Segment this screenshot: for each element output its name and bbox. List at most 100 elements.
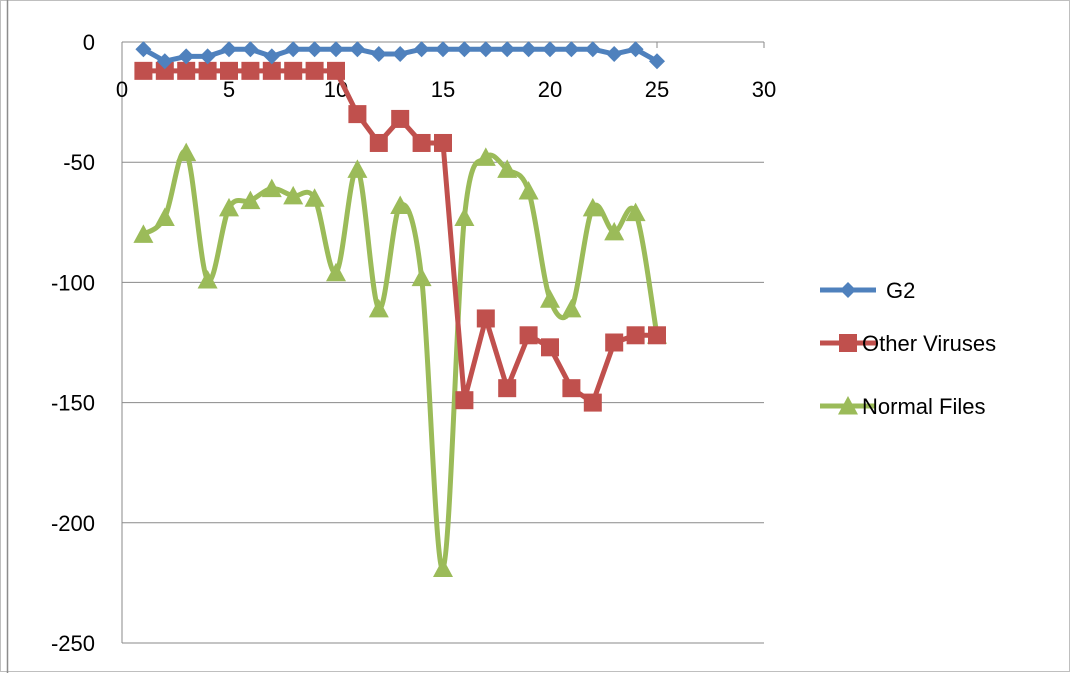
data-point xyxy=(177,61,196,80)
data-point xyxy=(306,41,323,58)
data-point xyxy=(475,147,496,166)
data-point xyxy=(519,326,538,345)
data-point xyxy=(156,53,173,70)
data-point xyxy=(199,48,216,65)
x-tick-label: 25 xyxy=(645,77,669,102)
data-point xyxy=(455,391,474,410)
x-tick-label: 30 xyxy=(752,77,776,102)
data-point xyxy=(348,105,367,124)
y-tick-label: -150 xyxy=(51,391,95,416)
y-tick-label: 0 xyxy=(83,30,95,55)
data-point xyxy=(648,326,666,345)
legend-label: Normal Files xyxy=(862,394,985,419)
data-point xyxy=(625,202,646,222)
data-point xyxy=(326,262,346,282)
data-point xyxy=(605,333,624,352)
data-point xyxy=(454,207,475,226)
data-point xyxy=(220,61,238,80)
data-point xyxy=(133,224,154,243)
data-point xyxy=(540,289,560,308)
legend-label: Other Viruses xyxy=(862,331,996,356)
data-point xyxy=(347,159,368,178)
legend-entry: G2 xyxy=(820,278,915,303)
legend-marker xyxy=(839,334,857,352)
data-point xyxy=(369,133,388,152)
y-tick-label: -100 xyxy=(51,270,95,295)
legend-marker xyxy=(838,396,858,415)
y-tick-label: -250 xyxy=(51,631,95,656)
data-point xyxy=(327,61,345,80)
legend-marker xyxy=(840,282,856,298)
data-point xyxy=(135,41,152,58)
data-point xyxy=(626,326,645,345)
series-g2 xyxy=(135,41,665,70)
data-point xyxy=(221,41,237,58)
data-point xyxy=(498,379,517,398)
data-point xyxy=(178,48,195,65)
data-point xyxy=(219,197,239,217)
data-point xyxy=(456,41,473,58)
legend: G2 Other Viruses Normal Files xyxy=(820,278,996,419)
data-point xyxy=(477,41,494,58)
series-normal-files xyxy=(133,142,667,577)
data-point xyxy=(434,133,452,152)
data-point xyxy=(542,41,558,58)
data-point xyxy=(627,41,644,58)
y-tick-label: -50 xyxy=(63,150,95,175)
data-point xyxy=(263,48,280,65)
data-point xyxy=(197,269,218,289)
data-point xyxy=(649,53,665,70)
data-point xyxy=(368,298,389,318)
legend-entry: Normal Files xyxy=(820,394,985,419)
data-point xyxy=(476,309,495,328)
y-tick-label: -200 xyxy=(51,511,95,536)
data-point xyxy=(370,46,387,63)
data-point xyxy=(283,185,304,205)
data-point xyxy=(154,207,175,226)
data-point xyxy=(262,61,281,80)
legend-label: G2 xyxy=(886,278,915,303)
data-point xyxy=(433,558,453,577)
data-point xyxy=(155,61,174,80)
data-point xyxy=(176,142,197,162)
data-point xyxy=(584,41,601,58)
data-point xyxy=(435,41,451,58)
data-point xyxy=(240,190,261,210)
data-point xyxy=(304,188,325,207)
data-point xyxy=(412,133,431,152)
data-point xyxy=(134,61,153,80)
series-other-viruses xyxy=(134,61,666,412)
data-point xyxy=(562,379,581,398)
x-tick-label: 5 xyxy=(223,77,235,102)
data-point xyxy=(520,41,537,58)
data-point xyxy=(261,178,282,198)
data-point xyxy=(582,197,603,217)
data-point xyxy=(518,181,539,200)
series-lines xyxy=(133,41,667,577)
legend-entry: Other Viruses xyxy=(820,331,996,356)
x-tick-label: 20 xyxy=(538,77,562,102)
data-point xyxy=(499,41,516,58)
data-point xyxy=(606,46,623,63)
data-point xyxy=(563,41,580,58)
data-point xyxy=(328,41,344,58)
data-point xyxy=(284,61,303,80)
x-tick-label: 15 xyxy=(431,77,455,102)
data-point xyxy=(497,159,518,178)
data-point xyxy=(241,61,260,80)
data-point xyxy=(305,61,324,80)
data-point xyxy=(391,109,410,128)
data-point xyxy=(604,221,625,241)
data-point xyxy=(561,298,582,318)
data-point xyxy=(541,338,559,357)
x-tick-label: 0 xyxy=(116,77,128,102)
data-point xyxy=(583,393,602,412)
data-point xyxy=(392,46,409,63)
data-point xyxy=(285,41,302,58)
data-point xyxy=(242,41,259,58)
data-point xyxy=(411,267,432,287)
data-point xyxy=(413,41,430,58)
data-point xyxy=(390,195,411,214)
